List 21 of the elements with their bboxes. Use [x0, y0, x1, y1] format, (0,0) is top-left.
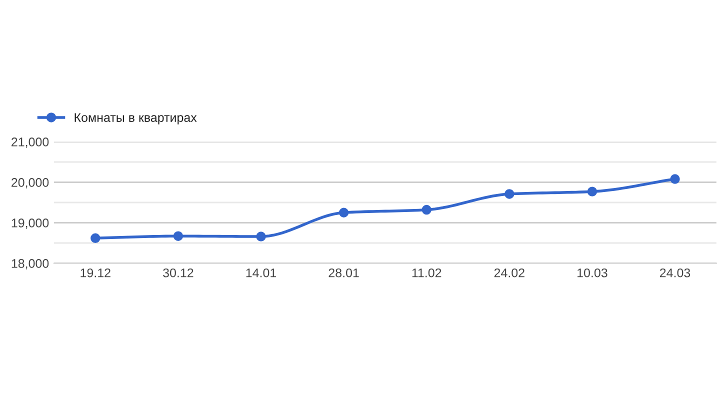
point	[587, 186, 598, 196]
point	[504, 189, 514, 199]
x-tick-label: 19.12	[80, 268, 110, 278]
y-tick-label: 18,000	[12, 259, 49, 270]
point	[173, 231, 184, 241]
point	[422, 204, 432, 215]
legend-label: Комнаты в квартирах	[74, 113, 197, 124]
point	[90, 233, 100, 243]
x-tick-label: 14.01	[246, 268, 276, 278]
y-tick-label: 20,000	[12, 178, 49, 188]
y-tick-label: 19,000	[12, 218, 49, 229]
point	[338, 208, 349, 218]
x-tick-label: 24.02	[494, 268, 524, 278]
x-tick-label: 28.01	[328, 268, 359, 278]
point	[256, 232, 266, 242]
x-tick-label: 24.03	[660, 268, 690, 278]
x-tick-label: 10.03	[578, 268, 608, 278]
point	[670, 174, 680, 184]
y-tick-label: 21,000	[12, 138, 49, 148]
x-tick-label: 30.12	[163, 268, 194, 278]
x-tick-label: 11.02	[412, 268, 442, 278]
